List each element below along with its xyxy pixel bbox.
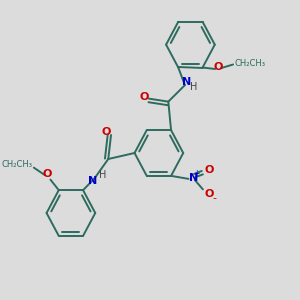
Text: CH₂CH₃: CH₂CH₃ [234, 58, 266, 68]
Text: O: O [205, 166, 214, 176]
Text: N: N [182, 77, 192, 87]
Text: O: O [214, 62, 223, 73]
Text: O: O [139, 92, 148, 102]
Text: O: O [101, 127, 111, 137]
Text: -: - [212, 193, 216, 203]
Text: CH₂CH₃: CH₂CH₃ [2, 160, 32, 169]
Text: O: O [205, 189, 214, 199]
Text: O: O [42, 169, 52, 179]
Text: H: H [190, 82, 197, 92]
Text: +: + [194, 169, 200, 178]
Text: H: H [99, 170, 106, 181]
Text: N: N [88, 176, 98, 187]
Text: N: N [189, 173, 198, 183]
